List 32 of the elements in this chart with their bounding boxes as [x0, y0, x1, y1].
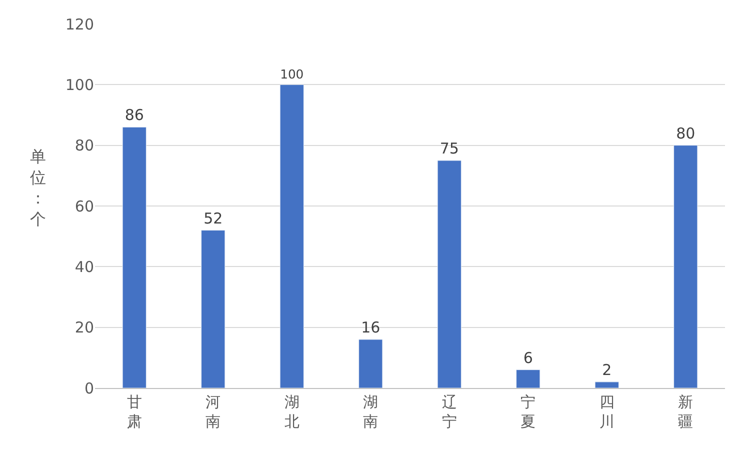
bar [358, 339, 383, 388]
bar [594, 382, 619, 388]
y-tick-label: 40 [74, 258, 94, 276]
y-tick-label: 20 [74, 318, 94, 337]
x-tick-label: 四川 [599, 393, 614, 430]
data-label: 2 [602, 360, 612, 379]
data-label: 16 [361, 318, 380, 336]
y-tick-label: 0 [84, 379, 94, 398]
x-tick-label: 甘肃 [126, 393, 142, 430]
data-label: 86 [124, 106, 144, 124]
x-tick-label: 河南 [206, 393, 221, 430]
x-tick-label: 湖北 [284, 393, 300, 430]
x-tick-label: 新疆 [678, 393, 694, 430]
y-tick-label: 120 [65, 15, 94, 34]
bar [280, 84, 304, 388]
x-tick-label: 湖南 [363, 393, 378, 430]
data-label: 75 [440, 140, 459, 158]
x-tick-label: 宁夏 [520, 393, 536, 430]
bar [201, 230, 226, 388]
data-label: 100 [280, 67, 304, 82]
bar [516, 370, 540, 388]
bar [674, 145, 698, 388]
y-tick-label: 80 [74, 136, 94, 155]
data-label: 52 [204, 209, 223, 228]
bar [437, 160, 462, 388]
y-tick-label: 60 [74, 197, 94, 216]
data-label: 6 [523, 348, 533, 367]
y-axis-title: 单位：个 [30, 147, 46, 228]
bar [122, 126, 146, 388]
x-tick-label: 辽宁 [442, 393, 457, 430]
data-label: 80 [676, 124, 696, 142]
y-tick-label: 100 [65, 76, 94, 94]
